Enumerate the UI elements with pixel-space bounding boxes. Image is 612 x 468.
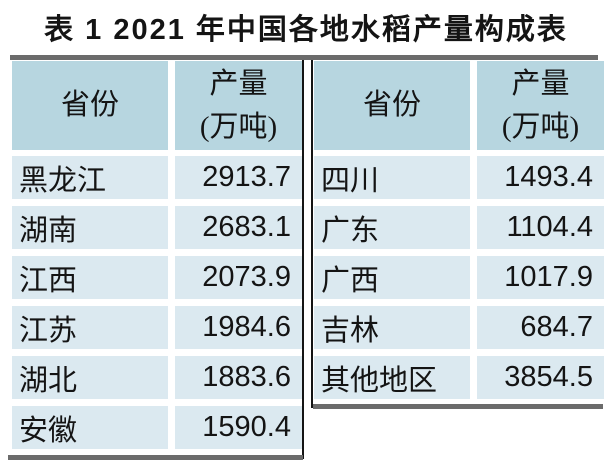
table-row: 吉林 684.7: [314, 306, 604, 349]
table-title: 表 1 2021 年中国各地水稻产量构成表: [44, 14, 568, 46]
left-table-bottom-rule: [8, 455, 303, 460]
table-row: 江苏 1984.6: [12, 306, 302, 349]
yield-header-cell: 产量 (万吨): [477, 61, 604, 150]
yield-header-label-line1: 产量: [511, 67, 570, 100]
province-cell: 四川: [314, 156, 470, 199]
province-cell: 其他地区: [314, 356, 470, 399]
province-header-cell: 省份: [12, 61, 168, 150]
province-header-label: 省份: [60, 89, 119, 121]
yield-cell: 1883.6: [175, 356, 302, 399]
yield-cell: 1590.4: [175, 406, 302, 449]
yield-cell: 1104.4: [477, 206, 604, 249]
yield-cell: 3854.5: [477, 356, 604, 399]
province-cell: 湖北: [12, 356, 168, 399]
province-cell: 江西: [12, 256, 168, 299]
table-row: 湖南 2683.1: [12, 206, 302, 249]
province-cell: 吉林: [314, 306, 470, 349]
right-table-header-row: 省份 产量 (万吨): [314, 61, 604, 150]
province-cell: 江苏: [12, 306, 168, 349]
province-cell: 安徽: [12, 406, 168, 449]
yield-cell: 2683.1: [175, 206, 302, 249]
right-table-left-border: [311, 60, 313, 408]
yield-cell: 1493.4: [477, 156, 604, 199]
right-table-bottom-rule: [313, 404, 603, 409]
table-row: 江西 2073.9: [12, 256, 302, 299]
yield-cell: 1984.6: [175, 306, 302, 349]
left-table: 省份 产量 (万吨) 黑龙江 2913.7 湖南 2683.1 江西 2073.…: [12, 61, 302, 456]
table-row: 湖北 1883.6: [12, 356, 302, 399]
province-header-cell: 省份: [314, 61, 470, 150]
yield-cell: 1017.9: [477, 256, 604, 299]
yield-header-label-line2: (万吨): [199, 110, 278, 143]
province-cell: 湖南: [12, 206, 168, 249]
province-header-label: 省份: [362, 89, 421, 121]
yield-header-label-line1: 产量: [209, 67, 268, 100]
yield-cell: 2913.7: [175, 156, 302, 199]
left-table-header-row: 省份 产量 (万吨): [12, 61, 302, 150]
table-row: 四川 1493.4: [314, 156, 604, 199]
yield-cell: 2073.9: [175, 256, 302, 299]
table-row: 安徽 1590.4: [12, 406, 302, 449]
table-row: 广西 1017.9: [314, 256, 604, 299]
province-cell: 广东: [314, 206, 470, 249]
yield-header-label-line2: (万吨): [501, 110, 580, 143]
right-table: 省份 产量 (万吨) 四川 1493.4 广东 1104.4 广西 1017.9…: [314, 61, 604, 406]
yield-header-cell: 产量 (万吨): [175, 61, 302, 150]
table-row: 黑龙江 2913.7: [12, 156, 302, 199]
yield-cell: 684.7: [477, 306, 604, 349]
top-rule: [10, 55, 598, 60]
province-cell: 广西: [314, 256, 470, 299]
left-table-right-border: [302, 60, 304, 459]
province-cell: 黑龙江: [12, 156, 168, 199]
table-row: 其他地区 3854.5: [314, 356, 604, 399]
table-row: 广东 1104.4: [314, 206, 604, 249]
